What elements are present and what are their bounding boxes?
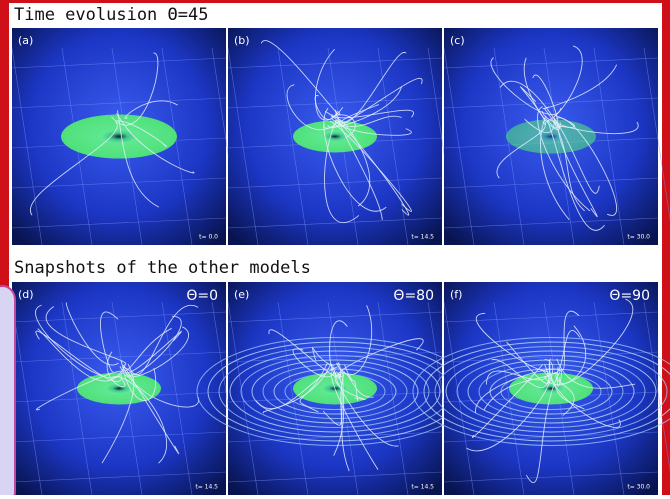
panel-time: t= 14.5 bbox=[411, 484, 434, 491]
panel: (d) Θ=0 t= 14.5 bbox=[12, 282, 242, 495]
section-title: Snapshots of the other models bbox=[14, 258, 311, 278]
side-box bbox=[0, 286, 15, 495]
panel-label: (d) bbox=[18, 288, 34, 301]
panel-label: (f) bbox=[450, 288, 462, 301]
panel-angle: Θ=80 bbox=[393, 288, 434, 304]
frame-top bbox=[0, 0, 670, 3]
section-title: Time evolusion Θ=45 bbox=[14, 5, 208, 25]
panel-angle: Θ=90 bbox=[609, 288, 650, 304]
panel: (b) t= 14.5 bbox=[228, 28, 458, 245]
panel-angle: Θ=0 bbox=[186, 288, 218, 304]
panel-label: (e) bbox=[234, 288, 249, 301]
frame-right bbox=[662, 0, 670, 495]
figure: Time evolusion Θ=45 Snapshots of the oth… bbox=[0, 0, 670, 495]
panel-time: t= 0.0 bbox=[199, 234, 218, 241]
panel-label: (c) bbox=[450, 34, 465, 47]
panel-time: t= 14.5 bbox=[411, 234, 434, 241]
panel: (a) t= 0.0 bbox=[12, 28, 242, 245]
panel: (c) t= 30.0 bbox=[444, 28, 670, 245]
panel-time: t= 30.0 bbox=[627, 484, 650, 491]
panel-label: (a) bbox=[18, 34, 33, 47]
panel: (f) Θ=90 t= 30.0 bbox=[413, 282, 670, 495]
panel-label: (b) bbox=[234, 34, 250, 47]
page: Time evolusion Θ=45 Snapshots of the oth… bbox=[0, 0, 670, 495]
panel: (e) Θ=80 t= 14.5 bbox=[197, 282, 473, 495]
panel-time: t= 30.0 bbox=[627, 234, 650, 241]
panel-time: t= 14.5 bbox=[195, 484, 218, 491]
